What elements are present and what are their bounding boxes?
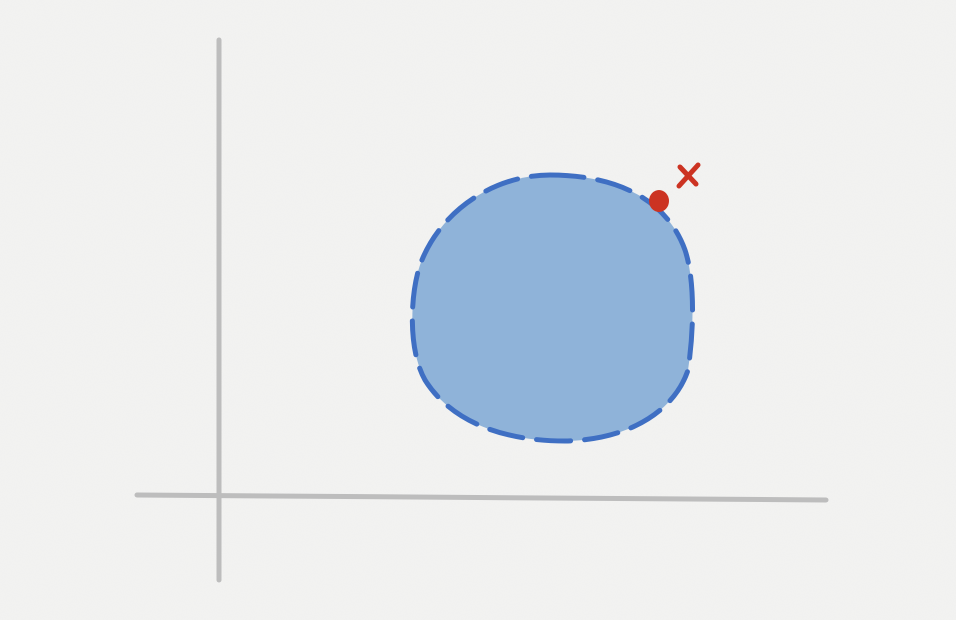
horizontal-axis bbox=[134, 492, 829, 503]
x-mark-icon bbox=[676, 162, 701, 189]
region-fill bbox=[412, 175, 693, 441]
region-outline bbox=[409, 172, 695, 444]
dot-marker bbox=[649, 190, 669, 212]
